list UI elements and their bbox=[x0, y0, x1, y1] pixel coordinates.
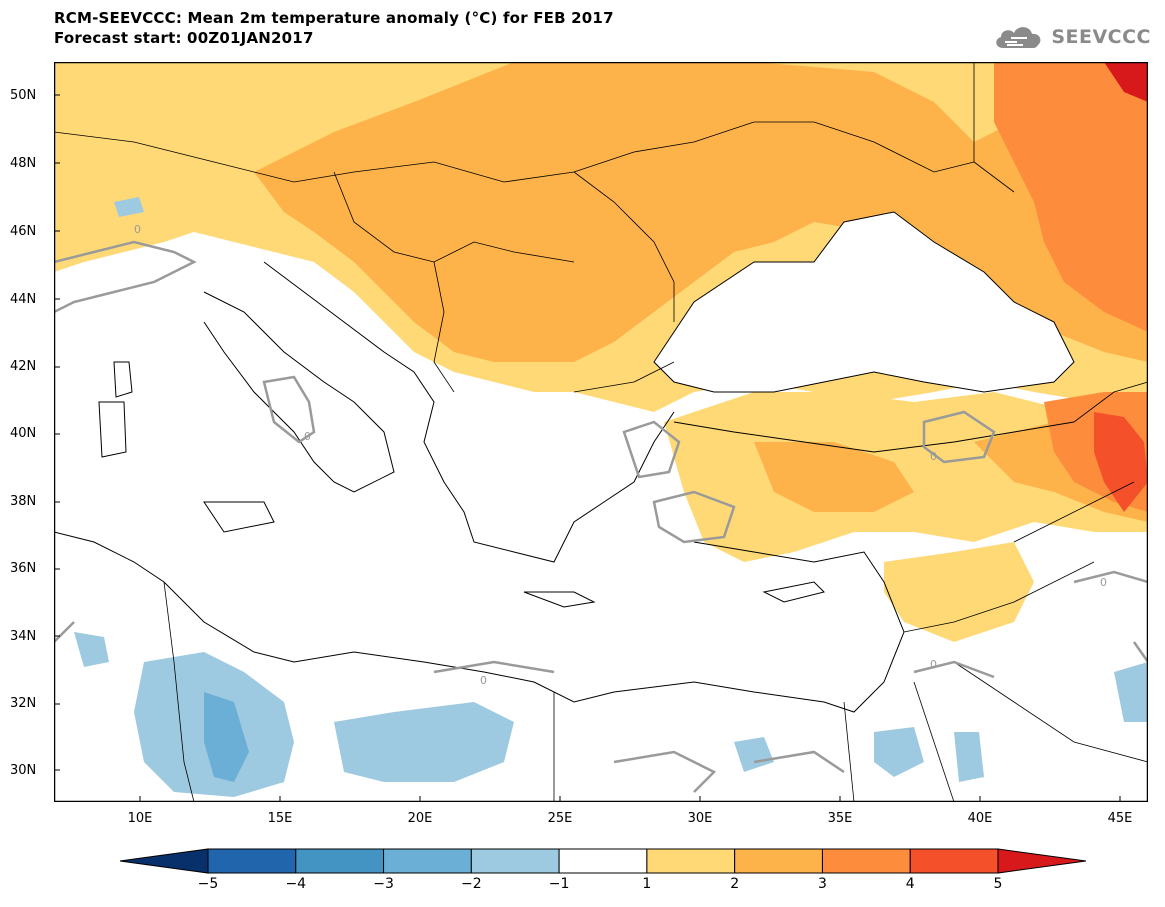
colorbar bbox=[120, 848, 1086, 874]
colorbar-label: 5 bbox=[993, 876, 1003, 892]
lat-label-38n: 38N bbox=[10, 494, 37, 509]
lat-label-42n: 42N bbox=[10, 359, 37, 374]
contour-label-4: 0 bbox=[480, 674, 487, 687]
logo-text: SEEVCCC bbox=[1051, 26, 1151, 48]
lon-label-10e: 10E bbox=[127, 811, 153, 826]
lon-label-20e: 20E bbox=[407, 811, 433, 826]
black-sea bbox=[653, 211, 1075, 393]
lon-label-35e: 35E bbox=[827, 811, 853, 826]
lat-label-30n: 30N bbox=[10, 763, 37, 778]
lat-label-50n: 50N bbox=[10, 88, 37, 103]
colorbar-cell bbox=[558, 848, 648, 874]
colorbar-label: −3 bbox=[373, 876, 394, 892]
map-title: RCM-SEEVCCC: Mean 2m temperature anomaly… bbox=[54, 9, 614, 27]
lat-label-32n: 32N bbox=[10, 696, 37, 711]
lon-label-15e: 15E bbox=[267, 811, 293, 826]
contour-label-1: 0 bbox=[134, 223, 141, 236]
colorbar-label: −5 bbox=[197, 876, 219, 892]
title-block: RCM-SEEVCCC: Mean 2m temperature anomaly… bbox=[54, 8, 614, 48]
colorbar-cell bbox=[734, 848, 823, 874]
contour-label-3: 0 bbox=[930, 450, 937, 463]
lat-label-40n: 40N bbox=[10, 426, 37, 441]
lat-label-44n: 44N bbox=[10, 292, 37, 307]
colorbar-cell-min bbox=[120, 848, 209, 874]
colorbar-cell bbox=[295, 848, 385, 874]
lat-label-46n: 46N bbox=[10, 224, 37, 239]
colorbar-cell bbox=[646, 848, 736, 874]
colorbar-label: 1 bbox=[642, 876, 652, 892]
lon-label-45e: 45E bbox=[1107, 811, 1133, 826]
colorbar-cell bbox=[470, 848, 560, 874]
colorbar-cell-max bbox=[997, 848, 1086, 874]
colorbar-cell bbox=[909, 848, 999, 874]
colorbar-label: 4 bbox=[905, 876, 915, 892]
axis-ticks bbox=[54, 94, 1121, 802]
country-borders bbox=[54, 62, 1148, 802]
colorbar-label: 2 bbox=[730, 876, 740, 892]
colorbar-label: −4 bbox=[285, 876, 307, 892]
colorbar-cell bbox=[821, 848, 911, 874]
lat-label-36n: 36N bbox=[10, 561, 37, 576]
map-subtitle: Forecast start: 00Z01JAN2017 bbox=[54, 29, 314, 47]
lon-label-40e: 40E bbox=[967, 811, 993, 826]
lat-label-48n: 48N bbox=[10, 156, 37, 171]
lat-label-34n: 34N bbox=[10, 629, 37, 644]
contour-label-6: 0 bbox=[1100, 576, 1107, 589]
colorbar-label: −1 bbox=[548, 876, 570, 892]
contour-label-5: 0 bbox=[930, 658, 937, 671]
colorbar-label: −2 bbox=[461, 876, 482, 892]
colorbar-cell bbox=[383, 848, 472, 874]
contour-label-2: 0 bbox=[304, 430, 311, 443]
map-panel: 0 0 0 0 0 0 bbox=[54, 62, 1148, 802]
seevccc-logo: SEEVCCC bbox=[993, 22, 1151, 52]
cloud-icon bbox=[996, 27, 1041, 48]
lon-label-30e: 30E bbox=[687, 811, 713, 826]
colorbar-cell bbox=[207, 848, 297, 874]
colorbar-label: 3 bbox=[817, 876, 827, 892]
lon-label-25e: 25E bbox=[547, 811, 573, 826]
zero-contours bbox=[54, 240, 1148, 793]
contour-labels: 0 0 0 0 0 0 bbox=[134, 223, 1107, 687]
